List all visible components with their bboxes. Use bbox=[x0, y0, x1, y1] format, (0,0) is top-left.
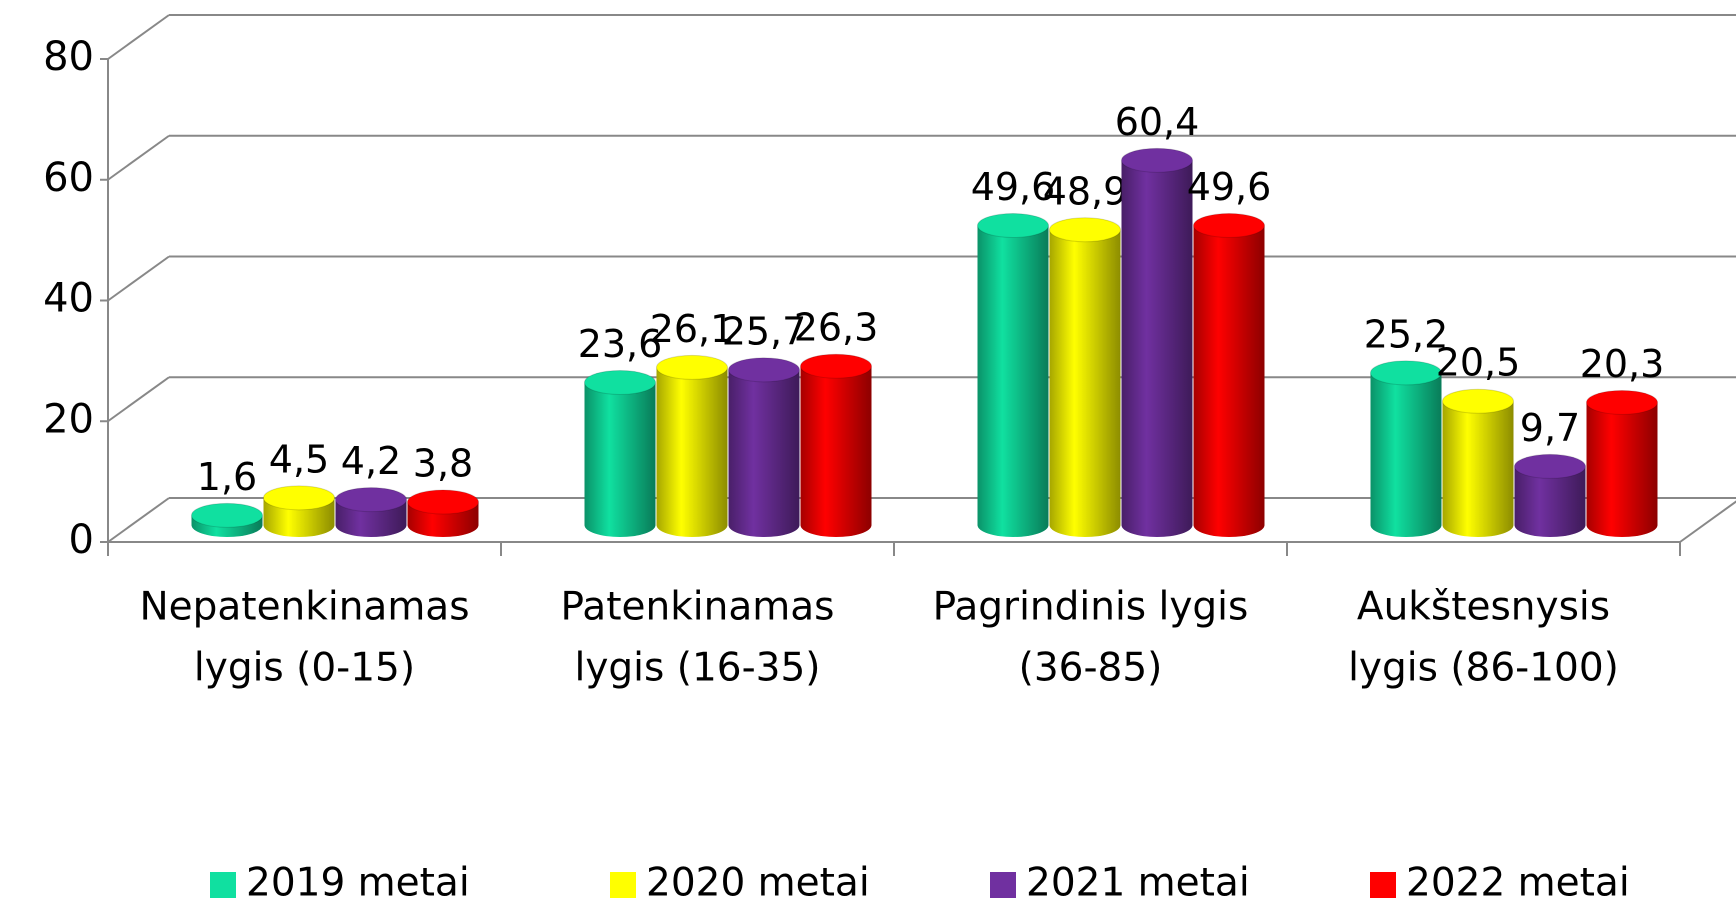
data-label: 20,3 bbox=[1580, 342, 1665, 386]
data-label: 26,3 bbox=[794, 306, 879, 350]
data-label: 48,9 bbox=[1043, 169, 1128, 213]
data-label: 20,5 bbox=[1436, 341, 1521, 385]
x-tick-label: Nepatenkinamas bbox=[139, 585, 469, 630]
bar bbox=[1121, 147, 1193, 537]
bar bbox=[1442, 388, 1514, 537]
y-tick-label: 60 bbox=[43, 155, 94, 201]
y-tick-label: 0 bbox=[69, 517, 94, 563]
data-label: 4,2 bbox=[341, 439, 401, 483]
legend-label: 2021 metai bbox=[1026, 861, 1250, 905]
data-label: 9,7 bbox=[1520, 406, 1580, 450]
legend-label: 2022 metai bbox=[1406, 861, 1630, 905]
x-tick-label: lygis (16-35) bbox=[575, 646, 821, 691]
bar bbox=[977, 213, 1049, 538]
grid-line bbox=[107, 134, 170, 181]
bar bbox=[728, 357, 800, 537]
x-tick-label: lygis (86-100) bbox=[1348, 646, 1619, 691]
data-label: 60,4 bbox=[1115, 100, 1200, 144]
x-tick-label: Pagrindinis lygis bbox=[933, 585, 1249, 630]
y-tick-label: 40 bbox=[43, 276, 94, 322]
bar bbox=[656, 354, 728, 537]
x-tick-label: Aukštesnysis bbox=[1357, 585, 1610, 630]
grid-line bbox=[107, 14, 170, 60]
x-tick-label: (36-85) bbox=[1019, 646, 1163, 691]
bar bbox=[263, 485, 335, 537]
data-label: 1,6 bbox=[197, 455, 257, 499]
bar bbox=[1370, 360, 1442, 537]
legend-label: 2020 metai bbox=[646, 861, 870, 905]
bar bbox=[1049, 217, 1121, 538]
grid-line bbox=[107, 497, 170, 543]
data-label: 23,6 bbox=[578, 322, 663, 366]
data-label: 26,1 bbox=[650, 307, 735, 351]
bar bbox=[584, 370, 656, 537]
legend-label: 2019 metai bbox=[246, 861, 470, 905]
data-label: 25,7 bbox=[722, 309, 807, 353]
legend-marker bbox=[610, 872, 636, 898]
bar bbox=[407, 489, 479, 537]
legend-marker bbox=[990, 872, 1016, 898]
bar bbox=[335, 487, 407, 537]
floor-edge bbox=[1679, 500, 1736, 543]
bar bbox=[800, 353, 872, 537]
legend-marker bbox=[210, 872, 236, 898]
y-tick-label: 80 bbox=[43, 34, 94, 80]
y-tick-label: 20 bbox=[43, 396, 94, 442]
bar bbox=[1586, 389, 1658, 537]
data-label: 49,6 bbox=[971, 165, 1056, 209]
data-label: 3,8 bbox=[413, 442, 473, 486]
grid-line bbox=[107, 255, 170, 302]
grid-line bbox=[107, 376, 170, 423]
data-label: 25,2 bbox=[1364, 312, 1449, 356]
legend-marker bbox=[1370, 872, 1396, 898]
x-tick-label: lygis (0-15) bbox=[194, 646, 415, 691]
bar bbox=[191, 502, 263, 537]
x-tick-label: Patenkinamas bbox=[561, 585, 835, 630]
data-label: 49,6 bbox=[1187, 165, 1272, 209]
bar bbox=[1514, 453, 1586, 537]
data-label: 4,5 bbox=[269, 437, 329, 481]
bar bbox=[1193, 213, 1265, 538]
